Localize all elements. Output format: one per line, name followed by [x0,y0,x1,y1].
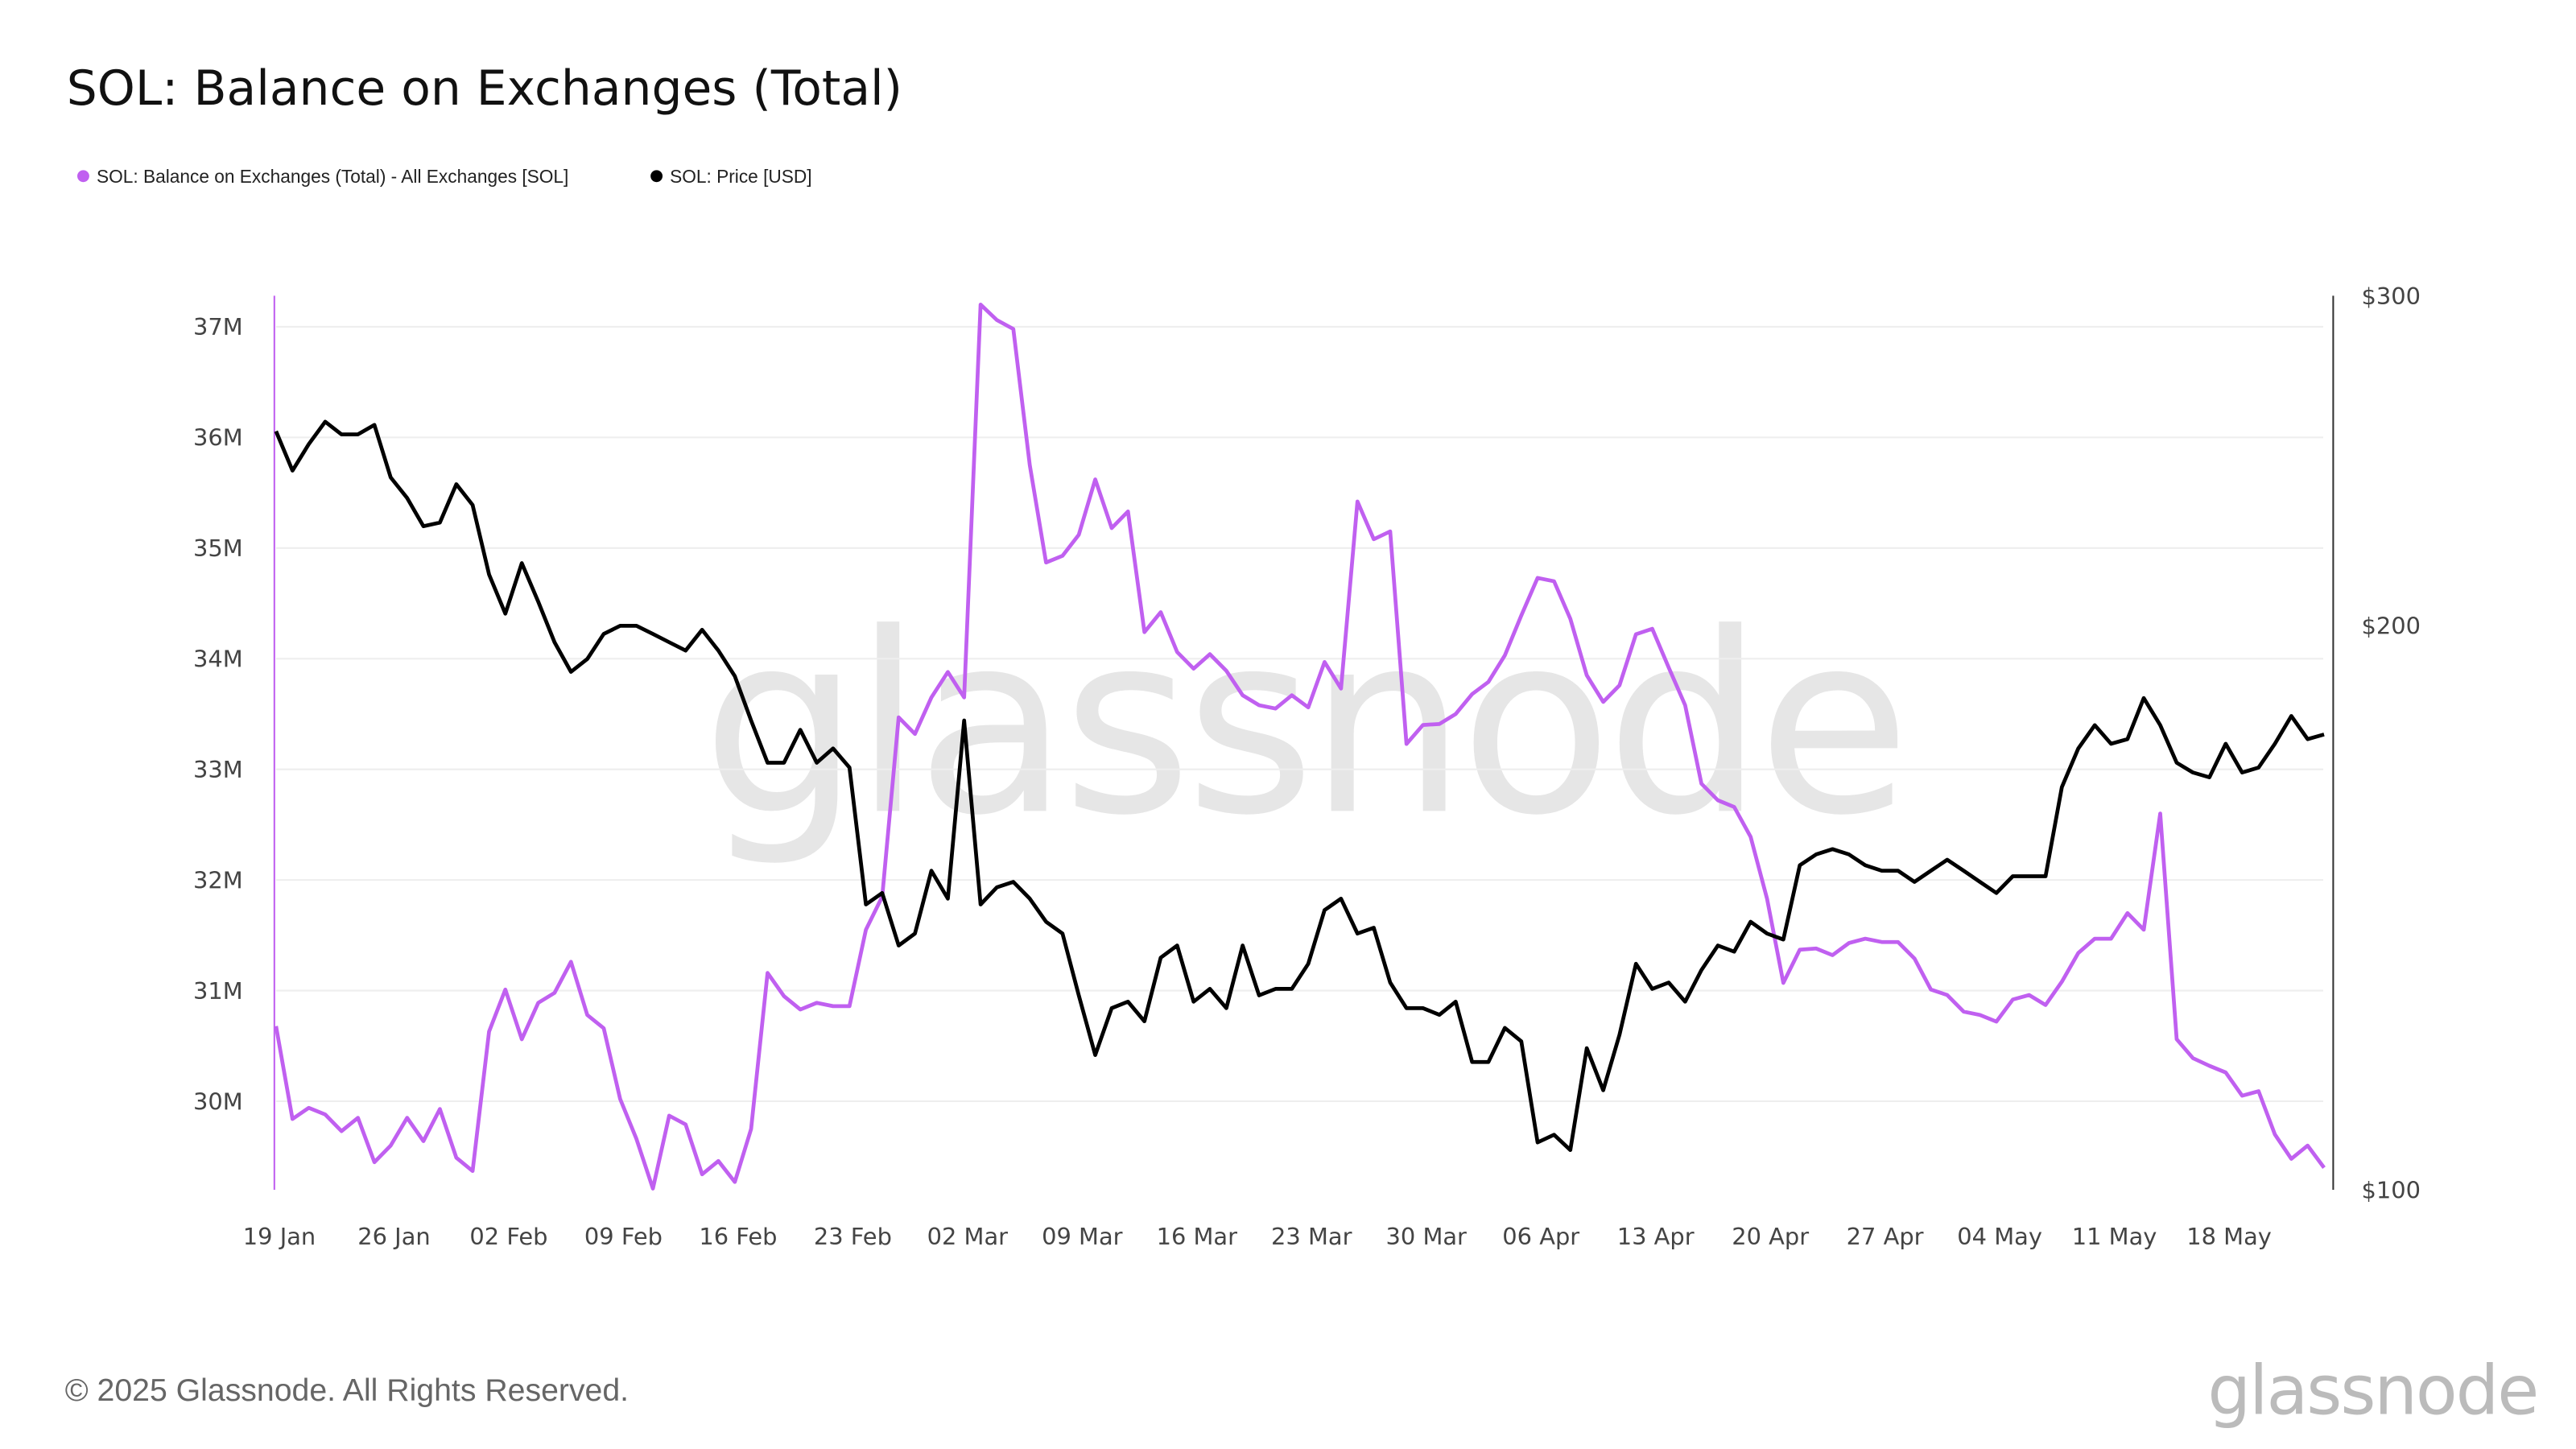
x-tick-label: 09 Mar [1042,1223,1123,1250]
x-tick-label: 02 Feb [469,1223,547,1250]
legend-label-balance: SOL: Balance on Exchanges (Total) - All … [97,166,568,187]
chart-title: SOL: Balance on Exchanges (Total) [67,60,902,117]
y-axis-right: $300 $200 $100 [2361,283,2421,1204]
glassnode-logo: glassnode [2207,1351,2537,1430]
x-tick-label: 02 Mar [927,1223,1009,1250]
watermark: glassnode [702,580,1904,870]
y-left-tick-label: 35M [193,535,243,562]
gridlines [275,325,2324,1103]
x-tick-label: 16 Feb [699,1223,777,1250]
x-tick-label: 26 Jan [357,1223,430,1250]
x-tick-label: 11 May [2072,1223,2157,1250]
y-left-tick-label: 36M [193,424,243,452]
copyright-footer: © 2025 Glassnode. All Rights Reserved. [65,1373,629,1408]
x-tick-label: 06 Apr [1502,1223,1579,1250]
y-left-tick-label: 31M [193,977,243,1005]
y-axis-left: 37M 36M 35M 34M 33M 32M 31M 30M [193,313,243,1115]
y-left-tick-label: 37M [193,313,243,341]
x-tick-label: 30 Mar [1386,1223,1468,1250]
x-tick-label: 20 Apr [1732,1223,1809,1250]
x-tick-label: 18 May [2186,1223,2272,1250]
balance-series-line [274,302,2326,1191]
legend-marker-balance [77,170,89,183]
x-tick-label: 23 Feb [814,1223,892,1250]
y-left-tick-label: 32M [193,866,243,894]
y-left-tick-label: 33M [193,756,243,783]
x-tick-label: 09 Feb [584,1223,663,1250]
y-left-tick-label: 34M [193,646,243,673]
x-tick-label: 19 Jan [243,1223,316,1250]
y-right-tick-label: $300 [2361,283,2421,310]
x-tick-label: 27 Apr [1847,1223,1924,1250]
y-right-tick-label: $200 [2361,613,2421,640]
y-right-tick-label: $100 [2361,1176,2421,1203]
x-axis: 19 Jan 26 Jan 02 Feb 09 Feb 16 Feb 23 Feb 02 M… [243,1223,2272,1250]
legend-label-price: SOL: Price [USD] [670,166,812,187]
x-tick-label: 04 May [1957,1223,2042,1250]
series [274,302,2326,1191]
x-tick-label: 13 Apr [1617,1223,1695,1250]
y-left-tick-label: 30M [193,1088,243,1115]
price-series-line [274,419,2325,1153]
x-tick-label: 23 Mar [1271,1223,1352,1250]
legend: SOL: Balance on Exchanges (Total) - All … [77,166,812,187]
legend-marker-price [650,170,663,183]
x-tick-label: 16 Mar [1157,1223,1238,1250]
